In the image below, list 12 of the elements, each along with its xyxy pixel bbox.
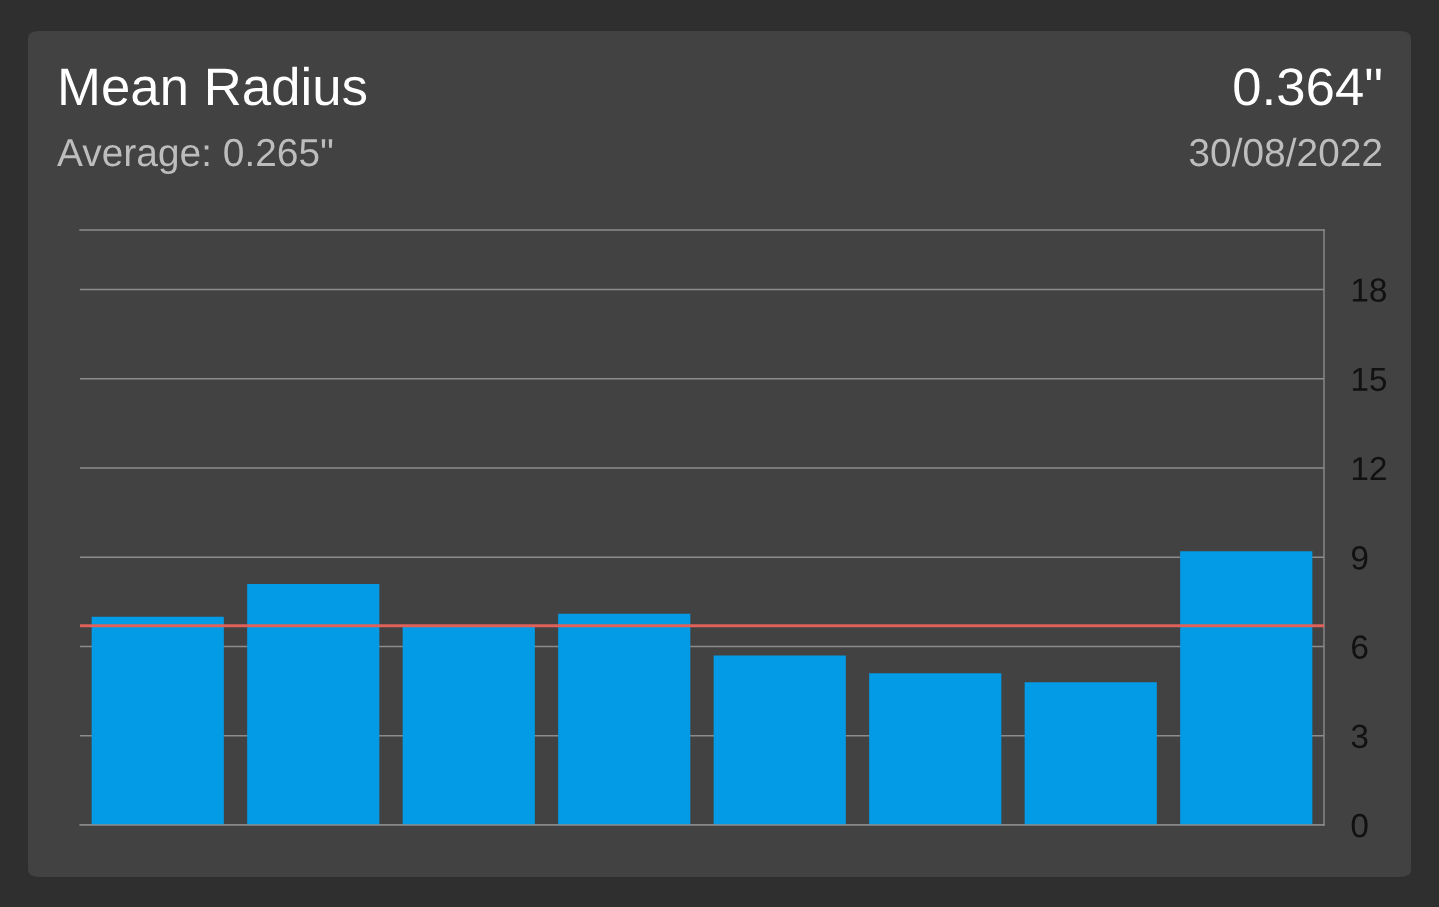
chart-subtitle: Average: 0.265" xyxy=(57,138,333,175)
bar xyxy=(1180,551,1313,825)
bar xyxy=(869,673,1002,825)
bar xyxy=(91,616,224,825)
text: 30/08/2022 xyxy=(1189,137,1382,167)
bar xyxy=(1024,682,1157,825)
text: 0.364" xyxy=(1234,68,1381,106)
bar xyxy=(402,625,535,825)
bar xyxy=(713,655,846,825)
bar xyxy=(247,584,380,825)
chart-title: Mean Radius xyxy=(61,66,367,106)
bar xyxy=(558,613,691,825)
